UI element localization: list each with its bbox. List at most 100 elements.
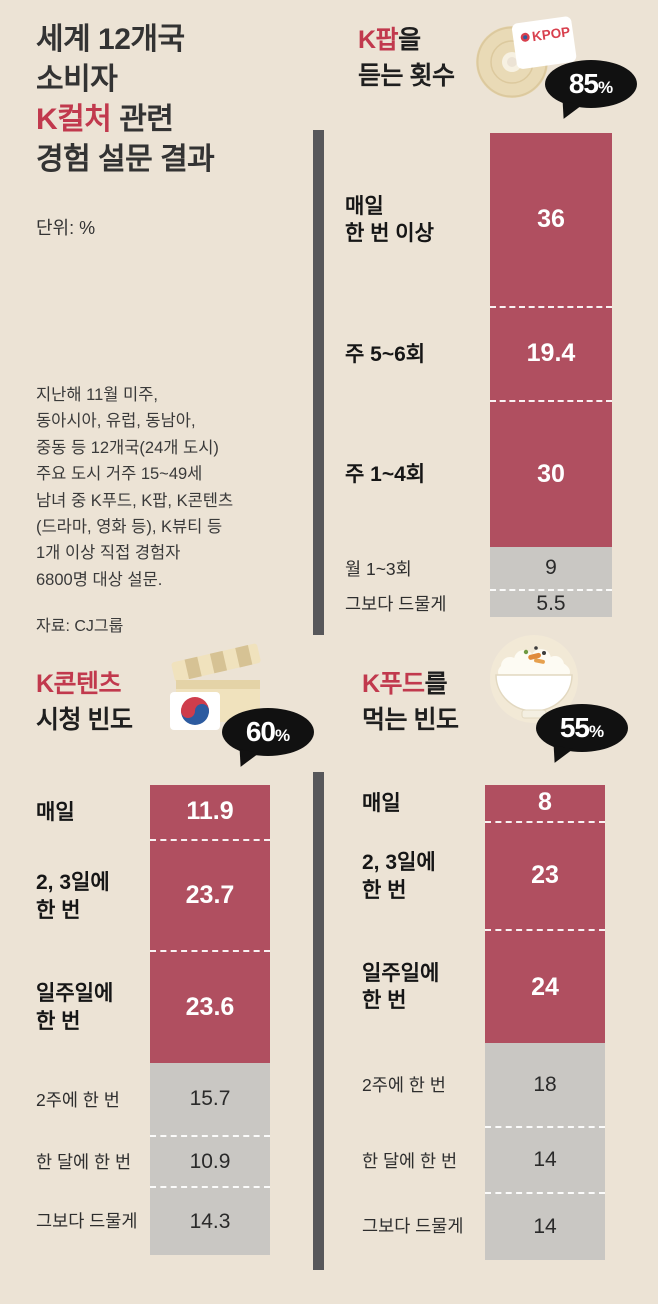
kcontent-percent-badge: 60%: [222, 708, 314, 756]
segment-label: 매일: [36, 801, 75, 825]
page-title: 세계 12개국 소비자 K컬처 관련 경험 설문 결과: [36, 20, 215, 180]
title-line: 소비자: [36, 60, 214, 100]
badge-number: 85: [568, 68, 599, 99]
taegeuk-flag: [181, 697, 209, 725]
segment-label: 주 1~4회: [345, 462, 426, 486]
segment-label: 2주에 한 번: [362, 1075, 446, 1096]
chart-title-line: 시청 빈도: [36, 706, 133, 735]
kfood-frequency-chart: 매일 8 2, 3일에 한 번 23 일주일에 한 번 24 2주에 한 번 18 한 달에 한…: [362, 785, 605, 1260]
divider-bottom: [313, 772, 324, 1270]
chart-row: 그보다 드물게 5.5: [345, 590, 612, 618]
title-text: 소비자: [36, 62, 118, 96]
chart-row: 매일 11.9: [36, 785, 270, 841]
chart-row: 2주에 한 번 15.7: [36, 1063, 270, 1137]
segment-label: 그보다 드물게: [36, 1211, 138, 1232]
badge-percent-sign: %: [589, 721, 605, 741]
segment-label: 주 5~6회: [345, 342, 426, 366]
title-accent-text: K컬처: [36, 102, 112, 136]
segment-value-bar: 11.9: [150, 785, 270, 841]
segment-value-bar: 23.6: [150, 952, 270, 1064]
title-text: 경험 설문 결과: [36, 142, 215, 176]
segment-label: 2, 3일에 한 번: [36, 871, 110, 922]
segment-label: 한 달에 한 번: [362, 1150, 458, 1171]
segment-value-bar: 8: [485, 785, 605, 823]
kpop-percent-badge: 85%: [545, 60, 637, 108]
segment-label: 그보다 드물게: [345, 593, 447, 614]
kpop-chart-title: K팝을 듣는 횟수: [358, 22, 455, 95]
chart-row: 그보다 드물게 14.3: [36, 1188, 270, 1256]
chart-row: 2주에 한 번 18: [362, 1043, 605, 1129]
chart-title-suffix: 을: [398, 26, 421, 54]
segment-label: 매일: [362, 792, 401, 816]
badge-percent-sign: %: [275, 725, 291, 745]
garnish: [523, 646, 546, 664]
chart-title-accent: K푸드: [362, 670, 425, 698]
segment-label: 2, 3일에 한 번: [362, 851, 436, 902]
segment-label: 매일 한 번 이상: [345, 195, 434, 246]
segment-label: 한 달에 한 번: [36, 1152, 132, 1173]
segment-value-bar: 14: [485, 1128, 605, 1194]
segment-label: 일주일에 한 번: [362, 961, 440, 1013]
chart-row: 한 달에 한 번 14: [362, 1128, 605, 1194]
segment-label: 2주에 한 번: [36, 1089, 120, 1110]
title-line: K컬처 관련: [36, 100, 214, 140]
segment-value-bar: 18: [485, 1043, 605, 1129]
kfood-percent-badge: 55%: [536, 704, 628, 752]
segment-value-bar: 19.4: [490, 307, 612, 402]
segment-label: 그보다 드물게: [362, 1216, 464, 1237]
segment-value-bar: 23.7: [150, 840, 270, 953]
clapper-top-bar: [171, 643, 261, 682]
chart-row: 주 1~4회 30: [345, 401, 612, 548]
badge-number: 55: [559, 712, 590, 743]
chart-title-line: K팝을: [358, 22, 454, 58]
kpop-cd-icon: KPOP: [476, 16, 577, 98]
chart-title-line: K콘텐츠: [36, 666, 132, 702]
segment-value-bar: 5.5: [490, 590, 612, 618]
chart-row: 주 5~6회 19.4: [345, 307, 612, 402]
chart-title-suffix: 를: [424, 670, 448, 698]
chart-row: 2, 3일에 한 번 23: [362, 822, 605, 931]
divider-top: [313, 130, 324, 635]
segment-value-bar: 14.3: [150, 1188, 270, 1256]
segment-value-bar: 15.7: [150, 1063, 270, 1137]
kpop-frequency-chart: 매일 한 번 이상 36 주 5~6회 19.4 주 1~4회 30 월 1~3회 9 그보다 …: [345, 133, 612, 618]
segment-value-bar: 23: [485, 822, 605, 931]
badge-percent-sign: %: [598, 77, 614, 97]
kpop-label-card: KPOP: [511, 16, 577, 69]
chart-title-line: K푸드를: [362, 666, 458, 702]
kfood-ricebowl-icon: [490, 635, 578, 723]
segment-value-bar: 14: [485, 1193, 605, 1260]
segment-value-bar: 9: [490, 547, 612, 591]
source-note: 자료: CJ그룹: [36, 618, 124, 635]
title-line: 세계 12개국: [36, 20, 214, 60]
chart-title-line: 듣는 횟수: [358, 62, 455, 91]
segment-value-bar: 36: [490, 133, 612, 308]
chart-row: 매일 한 번 이상 36: [345, 133, 612, 308]
survey-description: 지난해 11월 미주, 동아시아, 유럽, 동남아, 중동 등 12개국(24개…: [36, 386, 234, 589]
chart-row: 한 달에 한 번 10.9: [36, 1136, 270, 1189]
chart-row: 월 1~3회 9: [345, 547, 612, 591]
kcontent-clapperboard-icon: [170, 643, 261, 730]
kfood-chart-title: K푸드를 먹는 빈도: [362, 666, 459, 739]
chart-title-accent: K팝: [358, 26, 399, 54]
kpop-label-text: KPOP: [531, 24, 571, 44]
chart-row: 일주일에 한 번 24: [362, 930, 605, 1044]
chart-row: 2, 3일에 한 번 23.7: [36, 840, 270, 953]
chart-title-line: 먹는 빈도: [362, 706, 459, 735]
kcontent-frequency-chart: 매일 11.9 2, 3일에 한 번 23.7 일주일에 한 번 23.6 2주에 한 번 1…: [36, 785, 270, 1256]
unit-note: 단위: %: [36, 218, 96, 238]
segment-value-bar: 24: [485, 930, 605, 1044]
kcontent-chart-title: K콘텐츠 시청 빈도: [36, 666, 133, 739]
segment-label: 월 1~3회: [345, 558, 412, 579]
segment-value-bar: 30: [490, 401, 612, 548]
title-line: 경험 설문 결과: [36, 140, 215, 180]
segment-value-bar: 10.9: [150, 1136, 270, 1189]
chart-row: 일주일에 한 번 23.6: [36, 952, 270, 1064]
segment-label: 일주일에 한 번: [36, 982, 114, 1033]
chart-row: 매일 8: [362, 785, 605, 823]
chart-row: 그보다 드물게 14: [362, 1193, 605, 1260]
title-text: 세계 12개국: [36, 23, 185, 56]
chart-title-accent: K콘텐츠: [36, 670, 122, 698]
badge-number: 60: [245, 716, 276, 747]
